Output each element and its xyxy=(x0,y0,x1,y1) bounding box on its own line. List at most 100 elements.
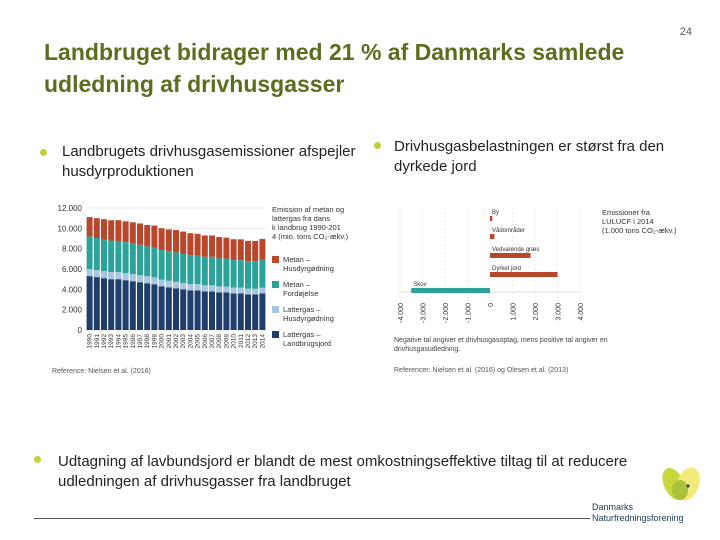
bullet-dot-icon xyxy=(374,142,381,149)
x-tick-label: 2004 xyxy=(187,334,194,349)
bar-segment xyxy=(209,285,215,292)
x-tick-label: 2011 xyxy=(238,334,245,348)
bar-segment xyxy=(201,256,208,286)
bar-segment xyxy=(216,292,223,330)
bar-segment xyxy=(129,243,136,275)
bar-segment xyxy=(151,225,158,248)
bar-segment xyxy=(201,291,208,330)
x-tick-label: 2012 xyxy=(245,334,252,349)
bar-segment xyxy=(230,239,237,261)
bullet-dot-icon xyxy=(34,456,41,463)
bar-label: Vådområder xyxy=(492,227,525,234)
bar xyxy=(490,216,493,221)
bar-segment xyxy=(144,276,151,284)
legend-label: Metan – Husdyrgødning xyxy=(283,255,334,273)
bar-segment xyxy=(158,228,165,251)
bar-segment xyxy=(129,222,136,244)
bullet-lowland-soil: Udtagning af lavbundsjord er blandt de m… xyxy=(34,452,648,492)
x-tick-label: 1998 xyxy=(144,334,151,349)
x-tick-label: -3.000 xyxy=(421,303,428,323)
bar-segment xyxy=(144,283,151,330)
bar-segment xyxy=(86,236,93,269)
bar-segment xyxy=(237,260,244,288)
chart-title-line: (1.000 tons CO₂-ækv.) xyxy=(602,226,677,235)
x-tick-label: 2000 xyxy=(159,334,166,349)
legend-label-line: Metan – xyxy=(283,280,311,289)
emission-stacked-bar-chart: 12.000 10.000 8.000 6.000 4.000 2.000 0 1990 19… xyxy=(50,198,368,378)
y-tick-label: 10.000 xyxy=(58,224,83,233)
bar-segment xyxy=(108,220,115,241)
x-tick-label: 1.000 xyxy=(511,303,518,321)
chart-title-line: Emissioner fra xyxy=(602,208,651,217)
x-tick-label: 3.000 xyxy=(556,303,563,321)
bar-segment xyxy=(216,286,223,293)
bar-segment xyxy=(173,229,179,253)
bullet-livestock: Landbrugets drivhusgasemissioner afspejl… xyxy=(40,142,362,182)
x-tick-label: 2006 xyxy=(202,334,209,349)
legend-swatch xyxy=(272,256,279,263)
y-tick-label: 4.000 xyxy=(62,285,83,294)
x-tick-label: -1.000 xyxy=(466,303,473,323)
y-tick-label: 8.000 xyxy=(62,245,83,254)
bar-segment xyxy=(151,277,158,285)
bar-segment xyxy=(158,250,165,280)
legend-label-line: Landbrugsjord xyxy=(283,339,331,348)
bar-segment xyxy=(187,290,194,330)
bar-label: Vedvarende græs xyxy=(492,247,539,253)
y-tick-label: 2.000 xyxy=(62,306,83,315)
bar-segment xyxy=(115,272,122,280)
x-tick-label: 1992 xyxy=(101,334,108,349)
x-tick-label: 1997 xyxy=(137,334,144,349)
bar-segment xyxy=(194,290,201,330)
bar-segment xyxy=(151,247,158,278)
bar-segment xyxy=(129,281,136,330)
bar-segment xyxy=(173,252,179,282)
lulucf-bar-chart: By Vådområder Vedvarende græs Dyrket jord Sk… xyxy=(388,200,688,378)
y-tick-label: 12.000 xyxy=(58,204,83,213)
bar-segment xyxy=(237,293,244,330)
y-tick-label: 6.000 xyxy=(62,265,83,274)
x-tick-label: 2001 xyxy=(166,334,173,349)
x-tick-label: 1990 xyxy=(87,334,94,349)
slide-number: 24 xyxy=(679,26,692,38)
bar-segment xyxy=(187,233,194,256)
bullet-text: Udtagning af lavbundsjord er blandt de m… xyxy=(58,453,628,490)
bar-segment xyxy=(209,235,215,257)
legend-label: Lattergas – Husdyrgødning xyxy=(283,305,334,323)
x-tick-label: 0 xyxy=(488,303,495,307)
chart-title-line: LULUCF i 2014 xyxy=(602,217,654,226)
bar-segment xyxy=(165,280,172,288)
legend-label: Metan – Fordøjelse xyxy=(283,280,318,298)
bar-segment xyxy=(180,231,187,254)
chart-title-line: 4 (mio. tons CO₂-ækv.) xyxy=(272,232,349,241)
bar-segment xyxy=(86,269,93,277)
bar-segment xyxy=(259,259,266,288)
bar-segment xyxy=(93,237,100,271)
x-tick-label: 2003 xyxy=(180,334,187,349)
dn-logo: Danmarks Naturfredningsforening xyxy=(588,462,708,530)
chart-title: Emission af metan og lattergas fra dans k … xyxy=(272,205,349,241)
x-tick-label: 1999 xyxy=(151,334,158,349)
bar-segment xyxy=(245,240,251,262)
bar-segment xyxy=(194,233,201,256)
bar-segment xyxy=(122,221,129,243)
bar-segment xyxy=(137,244,143,276)
bar-segment xyxy=(252,261,259,289)
lulucf-chart-svg: By Vådområder Vedvarende græs Dyrket jord Sk… xyxy=(394,208,677,374)
bar-segment xyxy=(194,284,201,291)
x-tick-label: 2010 xyxy=(231,334,238,349)
bar-segment xyxy=(187,284,194,291)
x-tick-label: 1993 xyxy=(108,334,115,349)
bar-segment xyxy=(259,238,266,260)
bar-segment xyxy=(223,292,230,330)
bar-segment xyxy=(158,279,165,287)
bar-segment xyxy=(165,287,172,330)
bar-segment xyxy=(230,287,237,294)
bar-segment xyxy=(115,220,122,242)
bar xyxy=(411,288,490,293)
bar xyxy=(490,272,558,277)
legend-swatch xyxy=(272,331,279,338)
x-tick-label: 2013 xyxy=(252,334,259,349)
chart-note-line: drivhusgasudledning. xyxy=(394,346,460,353)
